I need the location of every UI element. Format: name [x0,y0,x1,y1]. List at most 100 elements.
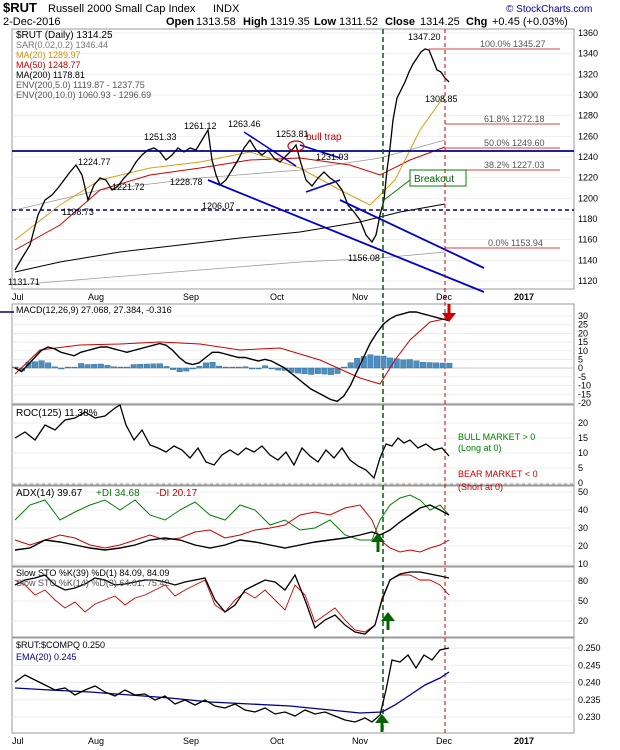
rut-price-line [14,48,450,271]
low-label: Low [314,16,336,28]
low-value: 1311.52 [339,16,378,28]
peak-label: 1263.46 [228,119,261,129]
macd-histogram-bar [275,367,282,371]
sto-y-axis: 80 50 20 [578,576,588,626]
macd-histogram-bar [97,363,104,369]
high-value: 1319.35 [270,16,310,28]
adx-panel-frame [11,485,575,567]
macd-histogram-bar [249,367,255,370]
adx-buy-arrow-icon [371,533,385,542]
macd-histogram-bar [229,366,236,369]
breakout-pointer [383,179,411,201]
price-peak-labels: 1131.71 1224.77 1198.73 1221.72 1251.33 … [8,32,458,287]
price-y-axis: 1360 1340 1320 1300 1280 1260 1240 1220 1200 1180… [578,28,598,286]
x-tick-label: Jul [12,292,24,302]
macd-histogram-bar [91,364,98,369]
legend-ma50: MA(50) 1248.77 [16,60,81,70]
macd-histogram-bar [176,367,183,372]
long-note: (Long at 0) [458,443,502,453]
y-tick-label: 0.245 [578,660,601,670]
macd-histogram-bar [374,355,380,369]
macd-histogram-bar [137,364,144,369]
fib-lines [429,48,560,249]
macd-histogram-bar [406,359,413,369]
sto-legend-k39: Slow STO %K(39) %D(1) 84.09, 84.09 [16,568,169,578]
y-tick-label: 1220 [578,173,598,183]
open-value: 1313.58 [196,16,236,28]
y-tick-label: 80 [578,576,588,586]
sto-panel-frame [11,566,575,638]
adx-legend: ADX(14) 39.67 +DI 34.68 -DI 20.17 [16,488,198,499]
y-tick-label: -10 [578,381,591,391]
adx-line [14,504,450,551]
roc-panel-frame [11,404,575,486]
trendline-channel-2 [299,144,341,159]
macd-histogram-bar [446,362,453,369]
macd-histogram-bar [64,366,71,369]
sto-buy-arrow-icon [381,612,395,621]
chg-value: +0.45 (+0.03%) [492,16,568,28]
index-name: Russell 2000 Small Cap Index [48,3,196,15]
ratio-legend-ema: EMA(20) 0.245 [16,652,77,662]
env-lower-line [14,251,446,286]
peak-label: 1224.77 [78,157,111,167]
peak-label: 1131.71 [8,277,40,287]
macd-histogram-bar [104,365,111,369]
y-tick-label: 0 [578,478,583,488]
legend-ma200: MA(200) 1178.81 [16,70,85,80]
ratio-y-axis: 0.250 0.245 0.240 0.235 0.230 [578,643,601,722]
breakout-label: Breakout [414,174,454,185]
close-value: 1314.25 [420,16,460,28]
peak-label: 1308.85 [425,94,458,104]
ratio-panel [14,647,450,732]
y-tick-label: 1320 [578,69,598,79]
panel-frames [11,28,575,734]
y-tick-label: 5 [578,355,583,365]
y-tick-label: 1280 [578,111,598,121]
peak-label: 1198.73 [62,207,94,217]
fib-label: 61.8% 1272.18 [484,114,545,124]
symbol-label: $RUT [3,0,37,15]
y-tick-label: 1240 [578,152,598,162]
short-note: (Short at 0) [458,482,503,492]
y-tick-label: 1340 [578,49,598,59]
roc-legend: ROC(125) 11.38% [16,408,98,419]
macd-histogram-bar [51,366,58,369]
y-tick-label: -15 [578,389,591,399]
peak-label: 1231.93 [316,152,349,162]
y-tick-label: 15 [578,433,588,443]
y-tick-label: 1180 [578,214,597,224]
macd-histogram-bar [170,367,177,370]
macd-histogram-bar [393,358,400,369]
y-tick-label: 30 [578,523,588,533]
y-tick-label: 20 [578,328,588,338]
bull-trap-label: bull trap [306,132,342,143]
x-tick-label: Sep [183,736,199,746]
peak-label: 1221.72 [112,182,145,192]
macd-histogram-bar [45,362,52,369]
macd-histogram-bar [295,367,302,374]
y-tick-label: 30 [578,311,588,321]
y-tick-label: 1260 [578,131,598,141]
macd-histogram-bar [433,362,440,369]
macd-histogram-bar [222,366,229,369]
chg-label: Chg [466,16,487,28]
macd-histogram-bar [341,366,348,369]
watermark: © StockCharts.com [506,4,592,15]
macd-histogram-bar [58,367,65,370]
macd-histogram-bar [426,362,433,369]
x-tick-label: Nov [352,292,369,302]
ratio-panel-frame [11,637,575,734]
y-tick-label: 10 [578,346,588,356]
y-tick-label: 1300 [578,90,598,100]
legend-rut: $RUT (Daily) 1314.25 [16,30,113,41]
y-tick-label: 25 [578,320,588,330]
macd-panel-frame [11,303,575,405]
macd-histogram-bar [157,363,163,369]
gridlines [12,32,574,718]
x-tick-label: Aug [88,292,104,302]
fib-label: 38.2% 1227.03 [484,160,545,170]
macd-histogram-bar [84,364,91,369]
